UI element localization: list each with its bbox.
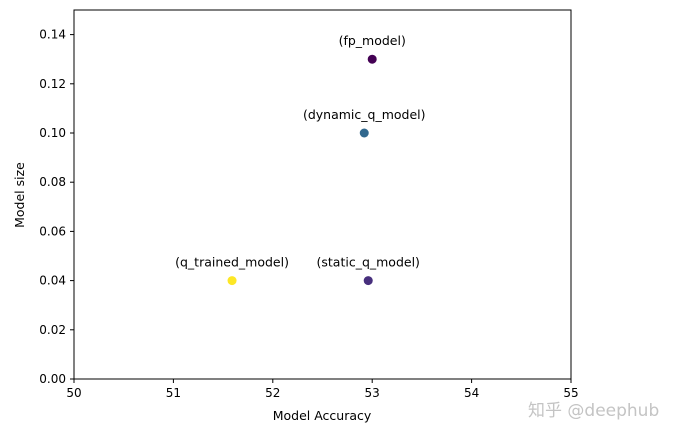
plot-frame: [73, 9, 572, 380]
point-label: (dynamic_q_model): [303, 107, 426, 122]
x-tick-label: 51: [166, 386, 181, 400]
x-axis-ticks: 50 51 52 53 54 55: [66, 379, 579, 400]
y-tick-label: 0.00: [39, 372, 66, 386]
y-tick-label: 0.02: [39, 323, 66, 337]
y-tick-label: 0.12: [39, 77, 66, 91]
point-label: (q_trained_model): [175, 255, 289, 270]
x-tick-label: 53: [365, 386, 380, 400]
y-tick-label: 0.10: [39, 126, 66, 140]
y-tick-label: 0.06: [39, 224, 66, 238]
x-axis-label: Model Accuracy: [273, 408, 372, 423]
y-tick-label: 0.04: [39, 274, 66, 288]
watermark-text: 知乎 @deephub: [528, 401, 660, 421]
scatter-point: [359, 128, 369, 138]
point-label: (fp_model): [339, 33, 406, 48]
x-tick-label: 54: [464, 386, 479, 400]
x-tick-label: 52: [265, 386, 280, 400]
data-points: (fp_model) (dynamic_q_model) (static_q_mod…: [175, 33, 426, 286]
x-tick-label: 50: [66, 386, 81, 400]
x-tick-label: 55: [563, 386, 578, 400]
y-axis-label: Model size: [12, 162, 27, 228]
y-tick-label: 0.14: [39, 28, 66, 42]
scatter-point: [363, 276, 373, 286]
y-axis-ticks: 0.00 0.02 0.04 0.06 0.08 0.10 0.12 0.14: [39, 28, 74, 386]
scatter-point: [367, 54, 377, 64]
scatter-point: [227, 276, 237, 286]
point-label: (static_q_model): [317, 255, 420, 270]
plot-area-border: [73, 9, 572, 380]
y-tick-label: 0.08: [39, 175, 66, 189]
